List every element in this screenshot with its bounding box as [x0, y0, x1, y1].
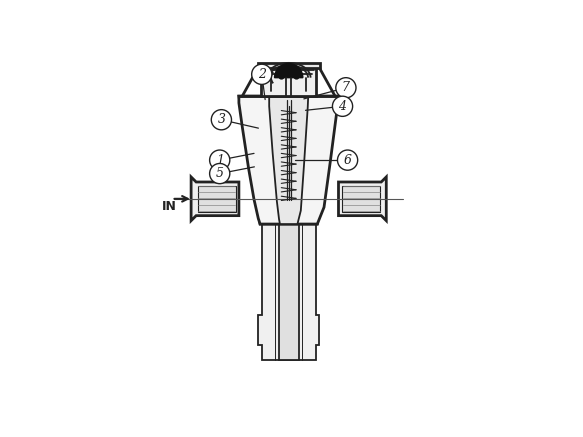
Circle shape [338, 150, 358, 170]
PathPatch shape [269, 96, 308, 224]
Polygon shape [279, 224, 299, 361]
Polygon shape [261, 66, 317, 96]
Polygon shape [239, 96, 339, 224]
Polygon shape [339, 177, 387, 221]
Text: 2: 2 [258, 68, 266, 81]
Text: 6: 6 [343, 154, 352, 166]
Text: 1: 1 [216, 154, 224, 166]
Text: 7: 7 [342, 81, 350, 94]
Circle shape [210, 150, 230, 170]
Polygon shape [258, 63, 319, 68]
Text: 5: 5 [216, 167, 224, 180]
Text: 4: 4 [339, 100, 346, 113]
Polygon shape [342, 186, 380, 212]
Circle shape [210, 163, 230, 184]
Text: 3: 3 [217, 113, 226, 126]
Polygon shape [191, 177, 239, 221]
Circle shape [336, 78, 356, 98]
Circle shape [252, 64, 272, 84]
PathPatch shape [239, 96, 339, 224]
Circle shape [211, 110, 231, 130]
Polygon shape [258, 224, 319, 361]
Text: IN: IN [162, 200, 177, 213]
Polygon shape [198, 186, 236, 212]
Circle shape [332, 96, 353, 116]
Wedge shape [275, 63, 303, 78]
